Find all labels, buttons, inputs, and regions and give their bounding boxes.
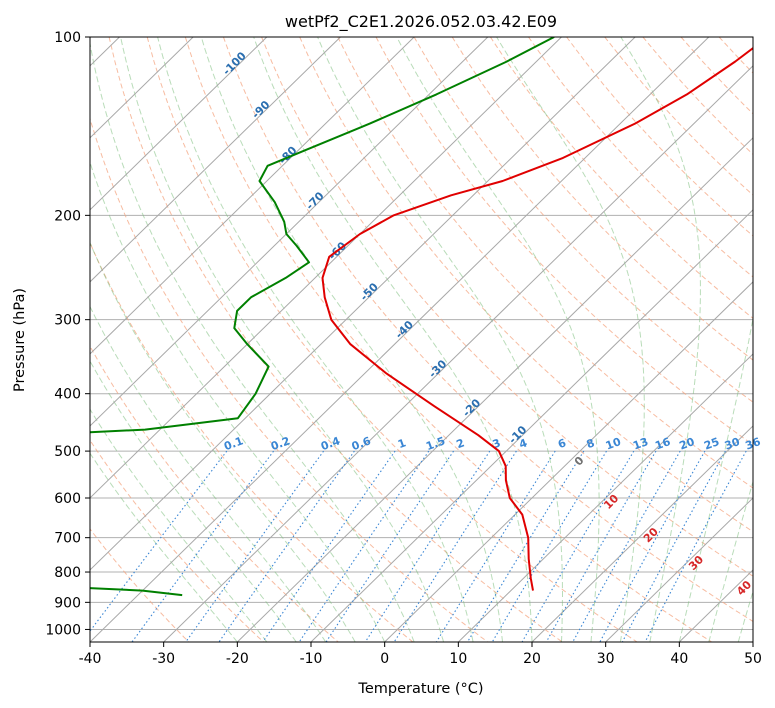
moist-adiabat — [317, 37, 563, 642]
profile-series — [90, 37, 753, 597]
y-tick-label: 500 — [54, 444, 81, 460]
moist-adiabat — [253, 37, 533, 642]
dry-adiabat — [413, 37, 753, 403]
x-tick-label: 40 — [670, 651, 688, 667]
mixing-ratio-label: 2 — [455, 436, 467, 451]
y-tick-label: 800 — [54, 565, 81, 581]
mixing-ratio-label: 10 — [604, 435, 623, 453]
isotherm-line — [90, 37, 489, 427]
y-tick-label: 400 — [54, 387, 81, 403]
isotherm-line — [90, 37, 341, 283]
moist-adiabat-label: 40 — [734, 578, 754, 598]
isotherm-line — [163, 65, 753, 642]
moist-adiabat — [620, 37, 701, 642]
mixing-ratio-label: 1.5 — [424, 434, 447, 453]
x-axis: -40 -30 -20 -10 0 10 20 30 40 50 — [79, 642, 762, 667]
mixing-ratio-line — [599, 450, 706, 642]
x-tick-label: 20 — [523, 651, 541, 667]
x-tick-label: -30 — [152, 651, 175, 667]
dry-adiabat — [451, 37, 753, 361]
mixing-ratio-label: 13 — [631, 435, 650, 452]
isotherm-line — [90, 37, 268, 211]
mixing-ratio-label: 30 — [723, 435, 742, 453]
mixing-ratio-labels: 0.1 0.2 0.4 0.6 1 1.5 2 3 4 6 8 10 13 16 20 25 30 36 — [222, 434, 762, 453]
y-tick-label: 300 — [54, 313, 81, 329]
mixing-ratio-label: 25 — [702, 435, 721, 452]
moist-adiabat — [120, 37, 445, 642]
moist-adiabat — [90, 160, 386, 642]
mixing-ratio-line — [621, 450, 726, 642]
x-tick-label: 50 — [744, 651, 762, 667]
dry-adiabat — [375, 37, 753, 446]
mixing-ratio-line — [545, 450, 657, 642]
mixing-ratio-label: 3 — [491, 436, 503, 451]
isotherm-line — [236, 137, 753, 642]
moist-adiabat — [90, 452, 238, 642]
mixing-ratio-line — [644, 450, 747, 642]
plot-area — [90, 37, 753, 642]
x-tick-label: 30 — [597, 651, 615, 667]
dry-adiabat — [337, 37, 753, 489]
mixing-ratio-line — [298, 450, 430, 642]
y-tick-label: 700 — [54, 531, 81, 547]
y-tick-label: 600 — [54, 491, 81, 507]
x-tick-label: -20 — [226, 651, 249, 667]
y-tick-label: 200 — [54, 208, 81, 224]
x-axis-title: Temperature (°C) — [357, 681, 483, 697]
moist-adiabat — [157, 37, 474, 642]
dry-adiabat — [90, 116, 488, 642]
y-tick-label: 1000 — [45, 622, 81, 638]
isotherm-line — [310, 209, 753, 642]
mixing-ratio-label: 0.2 — [269, 434, 292, 453]
temperature-line — [321, 46, 753, 591]
mixing-ratio-label: 20 — [678, 435, 697, 453]
y-tick-label: 900 — [54, 595, 81, 611]
x-tick-label: 10 — [449, 651, 467, 667]
y-tick-label: 100 — [54, 30, 81, 46]
moist-adiabat — [90, 408, 268, 642]
mixing-ratio-line — [218, 450, 355, 642]
isotherm-line — [531, 425, 753, 642]
mixing-ratio-line — [572, 450, 681, 642]
dewpoint-line — [90, 37, 555, 597]
mixing-ratio-line — [435, 450, 556, 642]
mixing-ratio-line — [467, 450, 585, 642]
plot-frame — [89, 36, 754, 643]
moist-adiabat — [396, 37, 600, 642]
dry-adiabat — [222, 37, 753, 623]
dry-adiabat — [489, 37, 753, 319]
y-axis: 100 200 300 400 500 600 700 800 900 1000 — [45, 30, 90, 638]
chart-title: wetPf2_C2E1.2026.052.03.42.E09 — [285, 12, 557, 32]
mixing-ratio-label: 0.1 — [222, 434, 245, 453]
isotherm-line — [605, 497, 753, 642]
dry-adiabat — [184, 37, 712, 642]
moist-adiabat — [90, 241, 356, 642]
isotherm-line — [457, 353, 753, 642]
dry-adiabat — [146, 37, 638, 642]
x-tick-label: -40 — [79, 651, 102, 667]
x-tick-label: 0 — [380, 651, 389, 667]
isotherm-line — [384, 281, 753, 642]
mixing-ratio-label: 8 — [585, 436, 597, 451]
dry-adiabat — [261, 37, 753, 577]
mixing-ratio-label: 16 — [653, 435, 672, 453]
mixing-ratio-label: 4 — [517, 436, 529, 451]
dry-adiabat — [90, 439, 264, 642]
x-tick-label: -10 — [300, 651, 323, 667]
isotherm-line — [90, 37, 415, 355]
isotherm-line — [90, 37, 636, 571]
mixing-ratio-label: 1 — [396, 436, 408, 451]
dry-adiabat — [108, 37, 563, 642]
y-axis-title: Pressure (hPa) — [12, 288, 28, 392]
mixing-ratio-label: 0.4 — [319, 434, 342, 453]
mixing-ratio-line — [325, 450, 455, 642]
isotherm-line — [90, 37, 562, 499]
dry-adiabat — [299, 37, 753, 533]
mixing-ratio-label: 6 — [556, 436, 568, 451]
mixing-ratio-label: 0.6 — [350, 434, 373, 453]
mixing-ratio-line — [262, 450, 396, 642]
moist-adiabat — [496, 37, 645, 642]
mixing-ratio-line — [131, 450, 275, 642]
